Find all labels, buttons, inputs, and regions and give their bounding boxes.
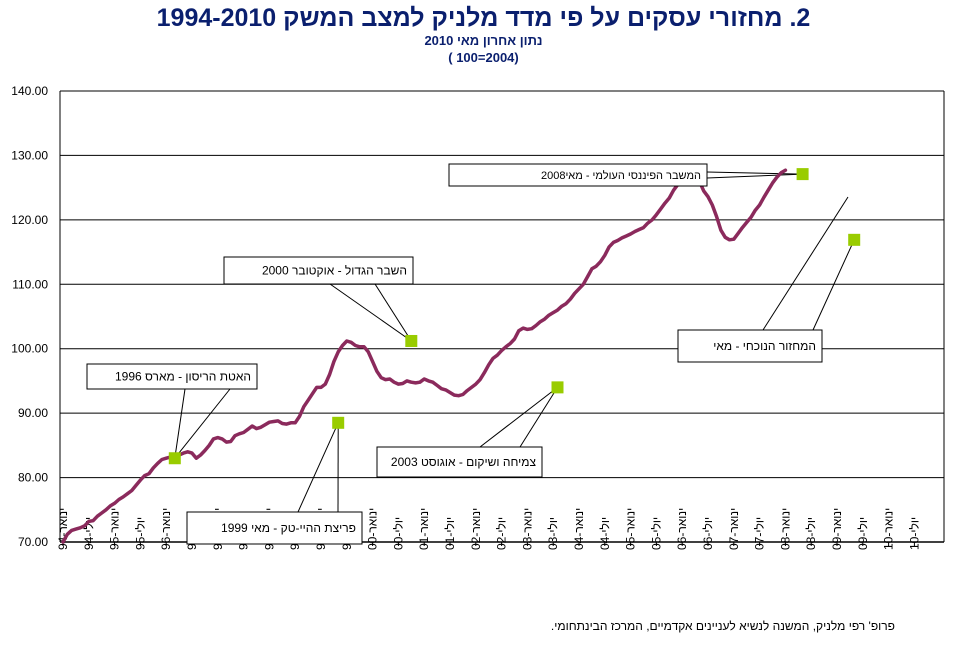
y-axis-ticks: 70.00 80.00 90.00 100.00 110.00 120.00 130.00 1… — [11, 84, 48, 549]
x-tick-label: יולי-07 — [753, 517, 767, 550]
annotation-label: צמיחה ושיקום - אוגוסט 2003 — [391, 455, 537, 469]
source-credit: פרופ' רפי מלניק, המשנה לנשיא לעניינים אק… — [550, 619, 895, 633]
x-tick-label: ינואר-05 — [624, 508, 638, 550]
x-tick-label: ינואר-09 — [830, 508, 844, 550]
annotation-labels: האטת הריסון - מארס 1996 פריצת ההיי-טק - מ… — [86, 163, 823, 545]
x-tick-label: יולי-06 — [701, 517, 715, 550]
y-tick-label: 120.00 — [11, 213, 48, 227]
x-tick-label: יולי-03 — [546, 517, 560, 550]
annotation-leader — [479, 386, 558, 448]
annotation-marker — [796, 168, 809, 181]
y-tick-label: 90.00 — [18, 406, 48, 420]
annotation-leader — [329, 283, 412, 342]
annotation-leader — [762, 196, 849, 331]
x-tick-label: ינואר-02 — [469, 508, 483, 550]
y-tick-label: 70.00 — [18, 535, 48, 549]
x-tick-label: ינואר-03 — [520, 508, 534, 550]
annotation-leader — [706, 173, 803, 179]
annotation-label: המשבר הפיננסי העולמי - מאי2008 — [541, 169, 701, 182]
annotation-marker — [405, 334, 418, 347]
x-tick-label: ינואר-96 — [159, 508, 173, 550]
x-tick-label: יולי-01 — [443, 517, 457, 550]
x-tick-label: ינואר-01 — [417, 508, 431, 550]
annotation-leader — [519, 387, 558, 448]
annotation-markers — [168, 168, 861, 465]
annotation-leaders — [174, 171, 855, 513]
x-tick-label: ינואר-10 — [882, 508, 896, 550]
annotation-label: המחזור הנוכחי - מאי — [713, 339, 816, 353]
x-axis-ticks: ינואר-94יולי-94ינואר-95יולי-95ינואר-96יו… — [56, 508, 921, 550]
x-tick-label: יולי-04 — [598, 517, 612, 550]
chart-subtitle-base-year: (2004=100 ) — [448, 50, 519, 65]
annotation-marker — [551, 381, 564, 394]
annotation-box — [186, 511, 363, 545]
annotation-leader — [174, 388, 186, 459]
annotation-box — [86, 363, 258, 390]
x-tick-label: ינואר-07 — [727, 508, 741, 550]
annotation-marker — [168, 452, 181, 465]
annotation-leader — [374, 283, 412, 342]
x-tick-label: ינואר-04 — [572, 508, 586, 550]
annotation-marker — [848, 233, 861, 246]
x-tick-label: יולי-95 — [133, 517, 147, 550]
x-tick-label: יולי-05 — [649, 517, 663, 550]
x-tick-label: יולי-02 — [495, 517, 509, 550]
x-tick-label: יולי-08 — [804, 517, 818, 550]
annotation-box — [376, 446, 543, 478]
series-line — [61, 168, 788, 544]
y-tick-label: 110.00 — [12, 277, 48, 291]
annotation-label: השבר הגדול - אוקטובר 2000 — [262, 264, 407, 278]
annotation-box — [223, 256, 414, 285]
chart-subtitle-last-data: נתון אחרון מאי 2010 — [424, 33, 543, 48]
x-tick-label: ינואר-94 — [56, 508, 70, 550]
x-tick-label: ינואר-00 — [366, 508, 380, 550]
x-tick-label: יולי-10 — [907, 517, 921, 550]
annotation-leader — [706, 171, 803, 175]
x-tick-label: יולי-09 — [856, 517, 870, 550]
annotation-marker — [332, 416, 345, 429]
annotation-box — [448, 163, 708, 187]
annotation-label: האטת הריסון - מארס 1996 — [115, 370, 251, 384]
grid-layer — [59, 90, 945, 543]
y-tick-label: 130.00 — [11, 148, 48, 162]
annotation-leader — [297, 422, 339, 513]
annotation-leader — [812, 239, 855, 331]
annotation-box — [677, 329, 823, 363]
series-layer — [61, 168, 788, 544]
x-tick-label: יולי-00 — [391, 517, 405, 550]
x-tick-label: ינואר-06 — [675, 508, 689, 550]
y-tick-label: 140.00 — [11, 84, 48, 98]
y-tick-label: 80.00 — [18, 471, 48, 485]
chart-title: 2. מחזורי עסקים על פי מדד מלניק למצב המש… — [156, 4, 811, 32]
y-tick-label: 100.00 — [11, 342, 48, 356]
annotation-label: פריצת ההיי-טק - מאי 1999 — [221, 521, 356, 535]
x-tick-label: ינואר-08 — [778, 508, 792, 550]
annotation-leader — [174, 388, 231, 459]
x-tick-label: ינואר-95 — [108, 508, 122, 550]
